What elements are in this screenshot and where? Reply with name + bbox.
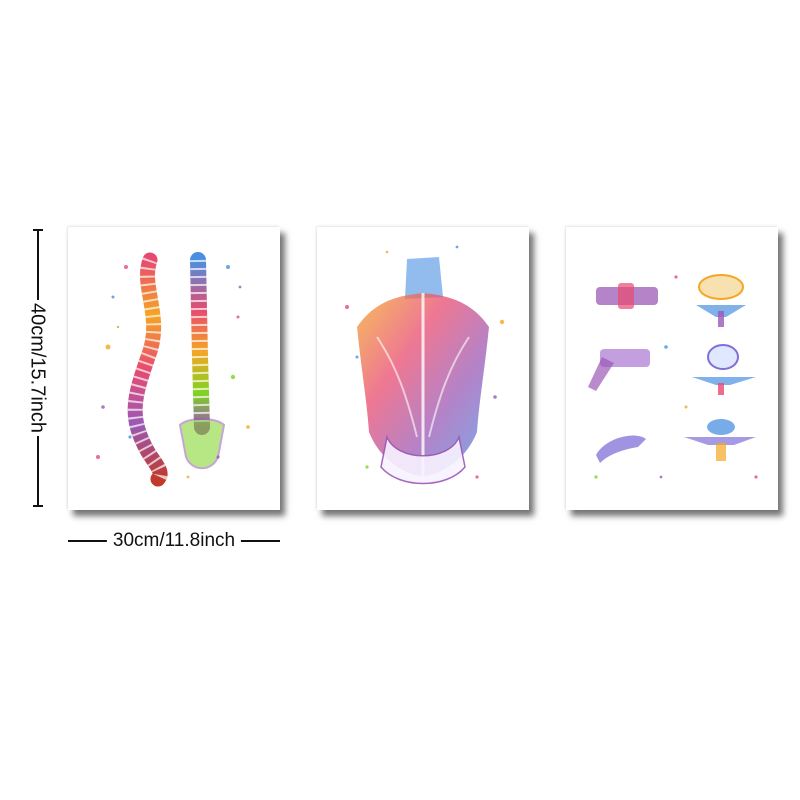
height-dimension-cap-top — [33, 229, 43, 231]
print-back-muscles — [317, 227, 529, 510]
spine-illustration — [96, 252, 250, 487]
vertebra-side-2 — [588, 349, 650, 391]
print-spine — [68, 227, 280, 510]
vertebra-top-2 — [692, 344, 756, 395]
back-muscles-illustration — [345, 245, 505, 485]
vertebra-side-1 — [596, 283, 658, 309]
vertebra-side-3 — [596, 435, 646, 463]
width-dimension-label: 30cm/11.8inch — [106, 530, 242, 552]
height-dimension-cap-bottom — [33, 505, 43, 507]
vertebra-top-3 — [684, 419, 756, 461]
height-dimension-label: 40cm/15.7inch — [25, 299, 49, 437]
print-vertebrae — [566, 227, 778, 510]
vertebrae-illustration — [588, 274, 758, 479]
vertebra-top-1 — [696, 274, 746, 327]
